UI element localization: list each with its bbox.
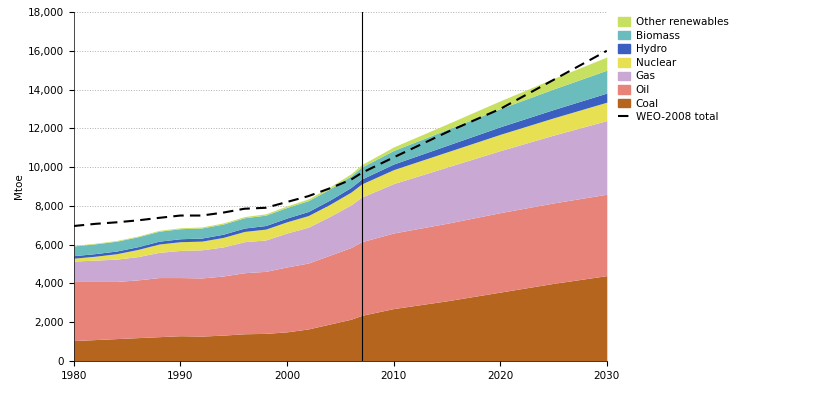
Y-axis label: Mtoe: Mtoe: [14, 174, 24, 199]
Legend: Other renewables, Biomass, Hydro, Nuclear, Gas, Oil, Coal, WEO-2008 total: Other renewables, Biomass, Hydro, Nuclea…: [614, 14, 731, 126]
